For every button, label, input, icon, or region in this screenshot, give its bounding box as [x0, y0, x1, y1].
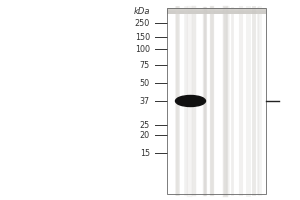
Bar: [167, 10, 266, 13]
Bar: [167, 10, 266, 13]
Bar: [167, 8, 266, 11]
Text: 25: 25: [140, 120, 150, 130]
Text: 20: 20: [140, 130, 150, 140]
Bar: [167, 10, 266, 13]
Bar: [167, 10, 266, 13]
Text: 37: 37: [140, 97, 150, 106]
Bar: [167, 9, 266, 12]
Text: kDa: kDa: [134, 6, 150, 16]
Bar: [167, 8, 266, 11]
Bar: [167, 11, 266, 14]
Bar: [167, 9, 266, 12]
Bar: [167, 11, 266, 14]
Ellipse shape: [176, 96, 206, 106]
Bar: [167, 10, 266, 14]
Bar: [167, 10, 266, 13]
Bar: [167, 9, 266, 12]
Bar: [167, 8, 266, 194]
Bar: [167, 11, 266, 14]
Text: 150: 150: [135, 32, 150, 42]
Bar: [167, 11, 266, 14]
Bar: [167, 10, 266, 13]
Text: 100: 100: [135, 45, 150, 53]
Bar: [167, 9, 266, 13]
Text: 15: 15: [140, 148, 150, 158]
Bar: [167, 9, 266, 12]
Bar: [167, 10, 266, 13]
Bar: [167, 8, 266, 12]
Bar: [167, 9, 266, 12]
Bar: [167, 9, 266, 12]
Bar: [167, 9, 266, 12]
Bar: [167, 8, 266, 11]
Bar: [167, 10, 266, 13]
Bar: [167, 10, 266, 13]
Bar: [167, 9, 266, 12]
Bar: [167, 10, 266, 13]
Bar: [167, 11, 266, 14]
Bar: [167, 8, 266, 12]
Bar: [167, 9, 266, 12]
Bar: [167, 9, 266, 12]
Bar: [167, 10, 266, 13]
Text: 50: 50: [140, 78, 150, 88]
Bar: [167, 11, 266, 14]
Bar: [167, 10, 266, 14]
Bar: [167, 9, 266, 12]
Bar: [167, 9, 266, 12]
Bar: [167, 10, 266, 13]
Bar: [167, 11, 266, 14]
Bar: [167, 8, 266, 11]
Bar: [167, 8, 266, 11]
Text: 250: 250: [135, 19, 150, 27]
Bar: [167, 11, 266, 14]
Bar: [167, 10, 266, 13]
Bar: [167, 10, 266, 13]
Bar: [167, 9, 266, 12]
Bar: [167, 10, 266, 13]
Bar: [167, 9, 266, 12]
Bar: [167, 11, 266, 14]
Bar: [167, 10, 266, 13]
Bar: [167, 8, 266, 11]
Bar: [167, 9, 266, 12]
Bar: [167, 8, 266, 11]
Bar: [167, 9, 266, 12]
Bar: [167, 9, 266, 12]
Bar: [167, 11, 266, 14]
Bar: [167, 9, 266, 12]
Text: 75: 75: [140, 60, 150, 70]
Bar: [167, 11, 266, 14]
Bar: [167, 10, 266, 13]
Bar: [167, 9, 266, 13]
Bar: [167, 8, 266, 11]
